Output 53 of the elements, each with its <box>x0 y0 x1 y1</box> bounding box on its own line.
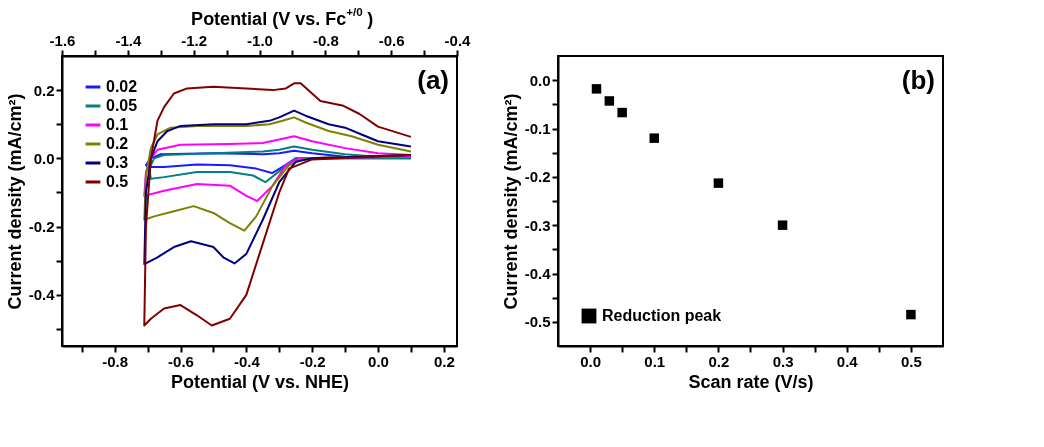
x-tick-label: 0.3 <box>772 352 794 370</box>
x-tick-label: -0.6 <box>168 352 194 370</box>
legend-label: 0.1 <box>106 116 129 133</box>
y-tick-label: -0.5 <box>524 313 551 331</box>
x-tick-label: 0.4 <box>836 352 859 370</box>
y-tick-label: 0.2 <box>33 81 55 99</box>
x-tick-label: 0.2 <box>433 352 455 370</box>
x-axis-title: Scan rate (V/s) <box>688 371 814 392</box>
x-tick-label: -0.2 <box>299 352 326 370</box>
line-series <box>143 109 412 266</box>
y-tick-label: -0.1 <box>524 120 551 137</box>
point <box>906 309 916 320</box>
x-tick-label: 0.5 <box>900 352 922 370</box>
legend-label: 0.5 <box>106 173 129 190</box>
y-tick-label: 0.0 <box>33 149 55 167</box>
x-tick-label: 0.2 <box>708 352 730 370</box>
x2-tick-label: -0.6 <box>378 31 405 49</box>
y-tick-label: 0.0 <box>529 71 551 89</box>
y-tick-label: -0.4 <box>28 286 56 304</box>
y-axis-title: Current density (mA/cm²) <box>4 93 25 310</box>
y-tick-label: -0.2 <box>28 218 55 236</box>
legend-label: 0.3 <box>106 154 129 171</box>
y-tick-label: -0.2 <box>524 168 551 186</box>
y-axis-title: Current density (mA/cm²) <box>500 93 521 310</box>
x2-tick-label: -1.4 <box>115 31 142 49</box>
legend-label: 0.05 <box>106 97 138 114</box>
x2-tick-label: -1.0 <box>247 31 273 49</box>
legend-label: 0.02 <box>106 78 138 95</box>
line-series <box>148 145 412 184</box>
point <box>777 220 788 230</box>
x-tick-label: 0.1 <box>644 352 666 370</box>
x-tick-label: -0.4 <box>233 352 261 370</box>
x2-tick-label: -1.2 <box>181 31 208 49</box>
line-series <box>143 116 412 232</box>
legend-label: 0.2 <box>106 135 129 152</box>
y-tick-label: -0.4 <box>524 265 552 282</box>
x2-tick-label: -1.6 <box>49 31 76 49</box>
line-series <box>143 82 412 327</box>
point <box>604 96 615 106</box>
x-axis-title: Potential (V vs. NHE) <box>170 371 350 392</box>
x-tick-label: 0.0 <box>580 352 602 370</box>
x2-tick-label: -0.8 <box>312 31 339 49</box>
annotation: (a) <box>417 65 449 95</box>
point <box>713 178 724 188</box>
x-tick-label: -0.8 <box>102 352 129 370</box>
annotation: (b) <box>901 65 935 95</box>
x2-tick-label: -0.4 <box>444 31 472 49</box>
point <box>649 133 659 143</box>
point <box>591 84 602 94</box>
legend-label: Reduction peak <box>602 307 722 324</box>
x-tick-label: 0.0 <box>368 352 389 370</box>
y-tick-label: -0.3 <box>524 216 551 234</box>
point <box>617 107 627 118</box>
